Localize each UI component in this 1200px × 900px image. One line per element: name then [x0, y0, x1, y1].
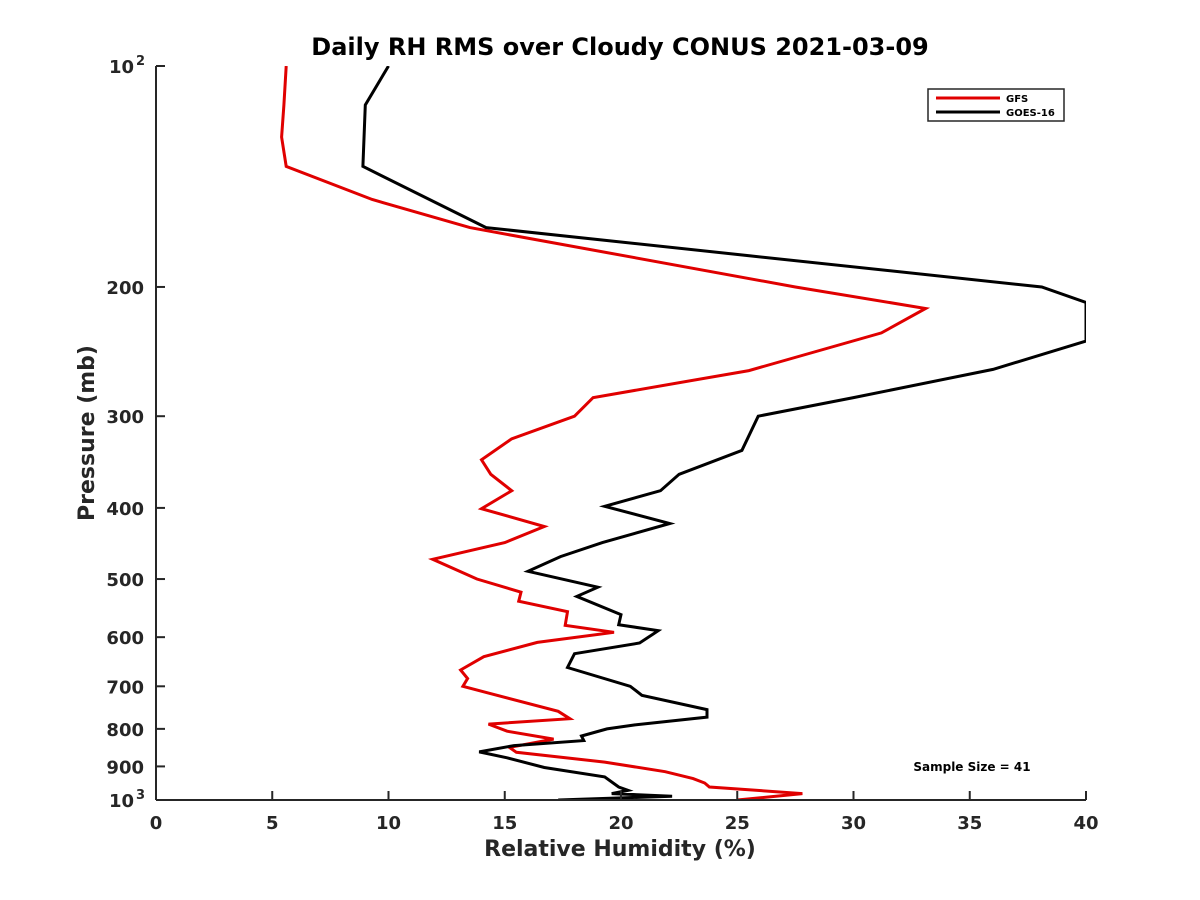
- x-tick-label: 40: [1073, 813, 1098, 834]
- y-tick-label: 200: [106, 278, 144, 299]
- y-tick-label: 900: [106, 757, 144, 778]
- y-tick-exponent: 2: [136, 54, 145, 69]
- chart-title: Daily RH RMS over Cloudy CONUS 2021-03-0…: [311, 33, 928, 61]
- y-tick-label: 300: [106, 407, 144, 428]
- x-tick-label: 15: [492, 813, 517, 834]
- y-tick-exponent: 3: [136, 788, 145, 803]
- plot-series: [280, 66, 1086, 800]
- x-tick-label: 5: [266, 813, 279, 834]
- legend: GFS GOES-16: [927, 88, 1065, 122]
- y-axis-label: Pressure (mb): [75, 345, 100, 521]
- x-axis-label: Relative Humidity (%): [484, 837, 756, 862]
- x-tick-label: 0: [150, 813, 163, 834]
- y-tick-label: 600: [106, 628, 144, 649]
- x-tick-label: 10: [376, 813, 401, 834]
- y-tick-label: 800: [106, 720, 144, 741]
- series-line-gfs: [280, 66, 931, 800]
- legend-label: GOES-16: [1006, 108, 1055, 119]
- x-tick-label: 35: [957, 813, 982, 834]
- series-line-goes-16: [361, 66, 1086, 800]
- y-tick-label: 400: [106, 499, 144, 520]
- x-tick-label: 20: [608, 813, 633, 834]
- legend-box: [927, 88, 1065, 122]
- y-tick-label: 10: [109, 57, 134, 78]
- y-tick-label: 700: [106, 677, 144, 698]
- y-tick-label: 10: [109, 791, 134, 812]
- x-tick-label: 30: [841, 813, 866, 834]
- sample-size-annotation: Sample Size = 41: [913, 760, 1030, 774]
- x-tick-label: 25: [725, 813, 750, 834]
- legend-label: GFS: [1006, 94, 1028, 105]
- y-tick-label: 500: [106, 570, 144, 591]
